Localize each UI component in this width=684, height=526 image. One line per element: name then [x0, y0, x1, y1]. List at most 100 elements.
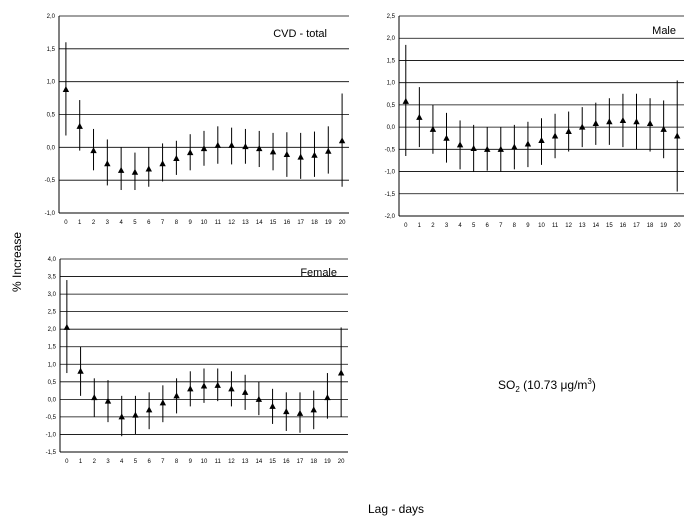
x-tick-label: 6 — [147, 459, 151, 465]
data-point — [660, 125, 667, 132]
data-point — [324, 394, 331, 401]
data-point — [470, 144, 477, 151]
y-tick-label: 2,0 — [48, 327, 57, 333]
annotation-close: ) — [592, 378, 596, 392]
y-tick-label: 1,5 — [47, 47, 56, 53]
annotation-sup: 3 — [587, 377, 592, 386]
data-point — [145, 165, 152, 172]
x-tick-label: 7 — [499, 223, 503, 229]
x-tick-label: 11 — [215, 220, 222, 226]
data-point — [484, 145, 491, 152]
x-tick-label: 8 — [513, 223, 517, 229]
x-tick-label: 1 — [78, 220, 82, 226]
data-point — [214, 381, 221, 388]
y-tick-label: -2,0 — [385, 214, 396, 220]
y-tick-label: -1,5 — [46, 450, 57, 456]
x-tick-label: 10 — [201, 459, 208, 465]
annotation-main: SO — [498, 378, 515, 392]
data-point — [606, 118, 613, 125]
y-tick-label: -1,0 — [385, 170, 396, 176]
data-point — [297, 153, 304, 160]
x-tick-label: 16 — [284, 220, 291, 226]
x-tick-label: 12 — [565, 223, 572, 229]
data-point — [255, 395, 263, 402]
data-point — [117, 166, 125, 173]
x-tick-label: 3 — [445, 223, 449, 229]
x-tick-label: 13 — [579, 223, 586, 229]
x-tick-label: 1 — [418, 223, 422, 229]
data-point — [269, 402, 276, 409]
data-point — [63, 323, 71, 330]
x-tick-label: 0 — [64, 220, 68, 226]
x-tick-label: 6 — [147, 220, 151, 226]
y-tick-label: 2,5 — [48, 310, 57, 316]
data-point — [551, 132, 559, 139]
x-tick-label: 9 — [189, 459, 193, 465]
x-tick-label: 5 — [472, 223, 476, 229]
x-tick-label: 14 — [256, 220, 263, 226]
data-point — [187, 385, 194, 392]
data-point — [173, 154, 180, 161]
panel-male: 2,52,01,51,00,50,0-0,5-1,0-1,5-2,00 1 2 3 4 5… — [385, 14, 684, 229]
data-point — [91, 394, 98, 401]
x-tick-label: 19 — [325, 220, 332, 226]
x-tick-label: 19 — [324, 459, 331, 465]
data-point — [311, 151, 318, 158]
x-tick-label: 18 — [647, 223, 654, 229]
x-tick-label: 6 — [486, 223, 490, 229]
x-tick-label: 17 — [297, 220, 304, 226]
y-tick-label: 0,5 — [387, 103, 396, 109]
x-tick-label: 3 — [106, 459, 110, 465]
data-point — [159, 160, 166, 167]
y-tick-label: 0,0 — [47, 145, 56, 151]
data-point — [633, 118, 640, 125]
x-tick-label: 10 — [201, 220, 208, 226]
data-point — [416, 113, 423, 120]
y-tick-label: 0,5 — [48, 380, 57, 386]
data-point — [256, 145, 263, 152]
y-tick-label: 1,5 — [48, 345, 57, 351]
y-tick-label: 1,0 — [48, 362, 57, 368]
data-point — [104, 160, 111, 167]
x-tick-label: 19 — [660, 223, 667, 229]
x-tick-label: 12 — [228, 220, 235, 226]
x-tick-label: 20 — [338, 459, 345, 465]
y-tick-label: 0,0 — [387, 125, 396, 131]
y-tick-label: -1,5 — [385, 192, 396, 198]
panel-title: Female — [300, 267, 337, 279]
x-tick-label: 20 — [339, 220, 346, 226]
x-tick-label: 7 — [161, 459, 165, 465]
data-point — [325, 147, 332, 154]
data-point — [592, 120, 599, 127]
data-point — [200, 382, 208, 389]
x-tick-label: 5 — [133, 220, 137, 226]
data-point — [538, 136, 545, 143]
data-point — [159, 399, 167, 406]
panel-title: Male — [652, 25, 676, 37]
data-point — [228, 385, 235, 392]
y-tick-label: 3,0 — [48, 292, 57, 298]
data-point — [77, 367, 84, 374]
data-point — [173, 392, 180, 399]
y-tick-label: 4,0 — [48, 257, 57, 263]
x-tick-label: 18 — [311, 220, 318, 226]
data-point — [579, 123, 586, 130]
data-point — [200, 145, 208, 152]
y-tick-label: 0,5 — [47, 113, 56, 119]
data-point — [228, 141, 235, 148]
data-point — [283, 408, 290, 415]
y-tick-label: 2,0 — [387, 36, 396, 42]
x-tick-label: 2 — [93, 459, 97, 465]
data-point — [565, 128, 572, 135]
data-point — [242, 143, 249, 150]
y-tick-label: -0,5 — [385, 147, 396, 153]
annotation-sub: 2 — [515, 385, 520, 394]
y-tick-label: 2,5 — [387, 14, 396, 20]
panel-cvd-total: 2,01,51,00,50,0-0,5-1,00 1 2 3 4 5 6 7 8 9 10 11 12 1… — [45, 14, 349, 226]
y-tick-label: 2,0 — [47, 14, 56, 20]
x-tick-label: 15 — [270, 220, 277, 226]
x-tick-label: 18 — [310, 459, 317, 465]
y-tick-label: -1,0 — [45, 211, 56, 217]
x-tick-label: 14 — [256, 459, 263, 465]
panel-title: CVD - total — [273, 28, 327, 40]
